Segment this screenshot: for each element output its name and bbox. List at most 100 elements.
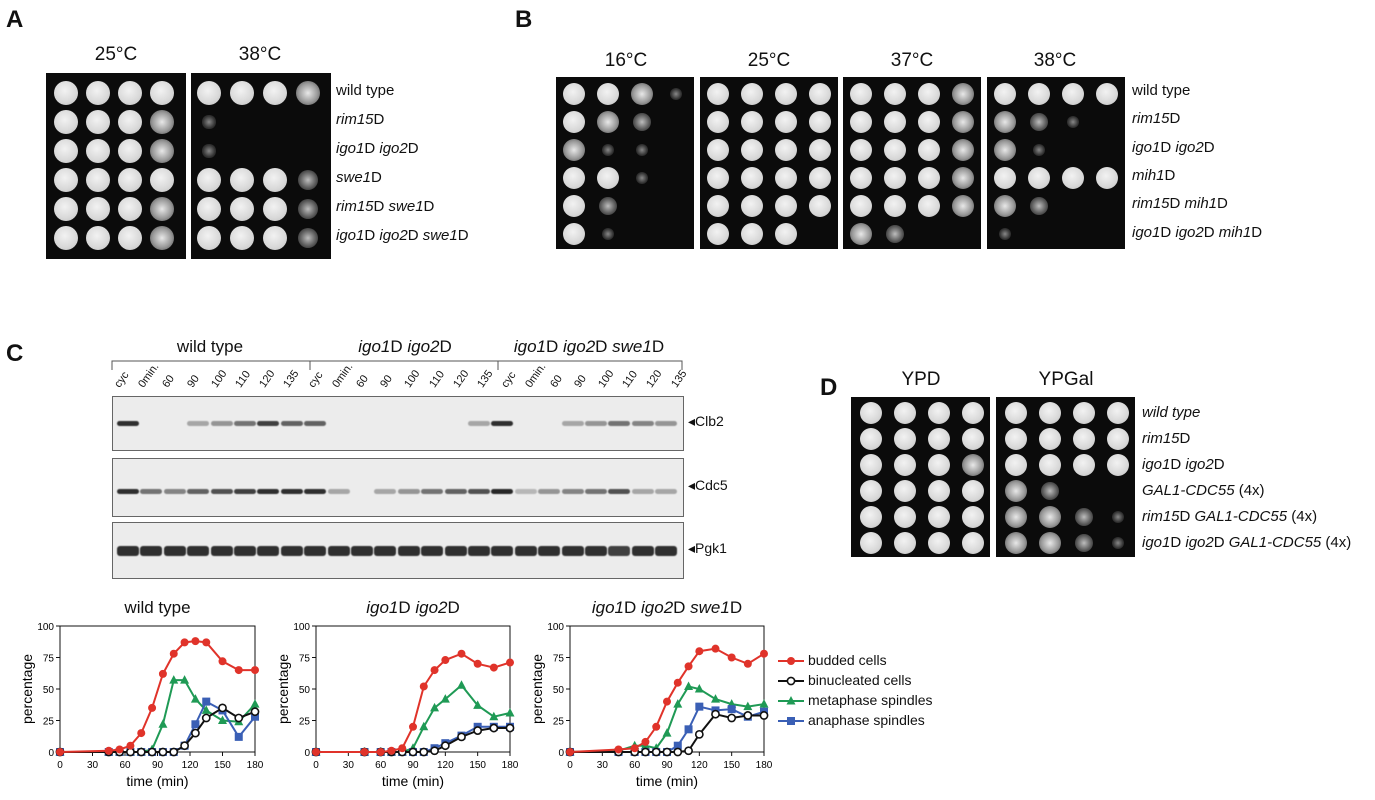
yeast-spot xyxy=(994,195,1016,217)
blot-band xyxy=(210,489,233,494)
yeast-spot xyxy=(118,110,142,134)
legend-label: budded cells xyxy=(808,652,887,668)
x-tick-label: 90 xyxy=(407,760,419,771)
label-segment: igo2 xyxy=(1175,223,1204,241)
blot-band xyxy=(631,421,654,426)
yeast-spot xyxy=(297,169,319,191)
blot-band xyxy=(280,421,303,426)
x-axis-label: time (min) xyxy=(636,773,698,789)
label-segment: (4x) xyxy=(1321,534,1352,551)
label-segment: D xyxy=(1203,223,1219,241)
label-segment: (4x) xyxy=(1234,482,1265,499)
x-tick-label: 180 xyxy=(756,760,773,771)
data-point xyxy=(419,747,429,757)
yeast-spot xyxy=(741,223,763,245)
yeast-spot xyxy=(928,506,950,528)
strain-label: mih1D xyxy=(1132,167,1175,184)
data-point xyxy=(218,715,227,724)
label-segment: igo2 xyxy=(379,227,408,244)
yeast-spot xyxy=(1039,506,1061,528)
data-point xyxy=(56,748,64,756)
yeast-spot xyxy=(1039,454,1061,476)
yeast-spot xyxy=(1029,112,1049,132)
yeast-spot xyxy=(635,171,649,185)
data-point xyxy=(387,746,396,755)
label-segment: D xyxy=(546,337,564,356)
blot-band xyxy=(561,545,584,556)
data-point xyxy=(191,637,200,646)
yeast-spot xyxy=(707,139,729,161)
data-point xyxy=(489,711,499,721)
label-segment: D xyxy=(407,140,419,157)
blot-pgk1 xyxy=(112,522,684,579)
yeast-spot xyxy=(928,480,950,502)
yeast-spot xyxy=(1062,167,1084,189)
yeast-spot xyxy=(632,112,652,132)
data-point xyxy=(786,676,796,686)
label-segment: mih1 xyxy=(1132,166,1165,184)
arrow-icon: ◂ xyxy=(688,539,696,556)
yeast-spot xyxy=(1066,115,1080,129)
lane-label: 60 xyxy=(547,373,565,390)
yeast-spot xyxy=(635,143,649,157)
yeast-spot xyxy=(54,226,78,250)
label-segment: D xyxy=(1251,223,1263,241)
blot-band xyxy=(304,545,327,556)
yeast-spot xyxy=(1039,532,1061,554)
line-chart: 0 25 50 75 100 0 30 60 90 120 150 180 time (min) perc… xyxy=(275,622,519,789)
yeast-spot xyxy=(230,197,254,221)
yeast-spot xyxy=(994,111,1016,133)
label-segment: mih1 xyxy=(1184,195,1218,213)
yeast-spot xyxy=(563,223,585,245)
x-axis-label: time (min) xyxy=(126,773,188,789)
lane-label: cyc xyxy=(112,369,132,390)
label-segment: D xyxy=(1169,195,1185,213)
y-tick-label: 75 xyxy=(553,654,565,665)
data-point xyxy=(169,649,178,658)
label-segment: GAL1-CDC55 xyxy=(1194,508,1288,525)
blot-band xyxy=(327,489,350,494)
label-segment: D xyxy=(1170,534,1186,551)
blot-band xyxy=(163,545,186,556)
strain-label: rim15D xyxy=(336,111,384,128)
label-segment: igo1 xyxy=(1132,223,1161,241)
data-point xyxy=(440,694,450,703)
blot-band xyxy=(421,489,444,494)
legend-swatch xyxy=(778,696,804,705)
label-segment: rim15 xyxy=(1132,110,1170,128)
label-segment: D xyxy=(1160,223,1176,241)
yeast-spot xyxy=(994,167,1016,189)
blot-band xyxy=(655,489,678,494)
label-segment: igo1 xyxy=(513,337,547,356)
blot-band xyxy=(327,545,350,556)
blot-group-label: igo1D igo2D swe1D xyxy=(498,337,680,357)
yeast-spot xyxy=(1005,506,1027,528)
yeast-spot xyxy=(563,83,585,105)
label-segment: igo1 xyxy=(336,227,365,244)
yeast-spot xyxy=(962,480,984,502)
blot-band xyxy=(491,545,514,556)
yeast-spot xyxy=(86,168,110,192)
blot-band xyxy=(374,489,397,494)
data-point xyxy=(663,697,671,706)
yeast-spot xyxy=(952,167,974,189)
spot-plate-16c xyxy=(556,77,694,249)
lane-label: 90 xyxy=(378,373,396,390)
blot-band xyxy=(234,489,256,494)
data-point xyxy=(652,722,661,731)
blot-band xyxy=(444,545,467,556)
legend-swatch xyxy=(778,676,804,686)
blot-band xyxy=(257,545,280,556)
label-segment: rim15 xyxy=(336,198,374,215)
data-point xyxy=(473,659,482,668)
yeast-spot xyxy=(230,81,254,105)
label-segment: igo2 xyxy=(415,598,448,617)
data-point xyxy=(743,659,752,668)
strain-label: rim15D mih1D xyxy=(1132,195,1228,212)
label-segment: (4x) xyxy=(1287,508,1318,525)
yeast-spot xyxy=(1028,167,1050,189)
data-point xyxy=(234,713,244,723)
data-point xyxy=(430,702,440,712)
yeast-spot xyxy=(118,226,142,250)
legend-item: anaphase spindles xyxy=(778,712,925,728)
